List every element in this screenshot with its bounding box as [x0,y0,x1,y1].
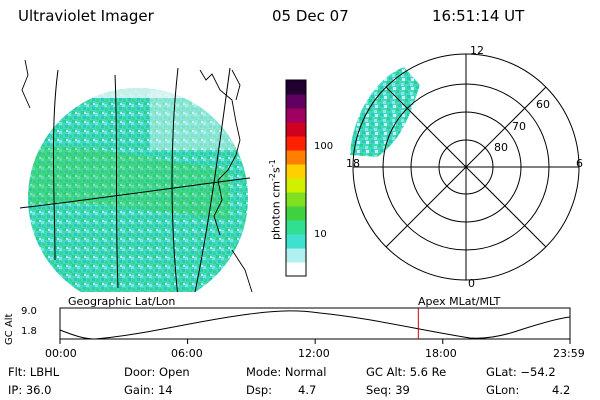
lat-lon-grid [19,67,251,292]
timeline-x-tick-2: 12:00 [298,347,330,360]
observation-date: 05 Dec 07 [272,7,349,25]
colorbar-segment [286,206,306,221]
timeline-left-title: Geographic Lat/Lon [68,295,176,308]
timeline-y-tick-high: 9.0 [21,306,37,317]
polar-label-midnight: 0 [468,277,475,290]
colorbar-label: photon cm-2s-1 [268,159,283,240]
timeline-x-tick-0: 00:00 [45,347,77,360]
geo-longitude-value: 4.2 [552,383,571,397]
timeline-y-tick-low: 1.8 [21,326,37,337]
gain-status: Gain: 14 [124,383,173,397]
colorbar-segment [286,164,306,179]
polar-mlat-mlt-plot [350,53,580,281]
dsp-label: Dsp: [246,383,273,397]
polar-label-dawn: 6 [576,157,583,170]
sequence-status: Seq: 39 [366,383,410,397]
auroral-emission-fill [28,88,248,292]
polar-lat-80: 80 [494,141,508,154]
altitude-curve [59,310,571,340]
coastline-outline [21,59,253,292]
mode-status: Mode: Normal [246,365,327,379]
colorbar-segment [286,178,306,193]
colorbar-segment [286,122,306,137]
timeline-x-tick-3: 18:00 [425,347,457,360]
colorbar-segment [286,108,306,123]
observation-time: 16:51:14 UT [432,7,525,25]
timeline-x-tick-4: 23:59 [553,347,585,360]
timeline-x-tick-1: 06:00 [171,347,203,360]
colorbar-segment [286,262,306,277]
gc-altitude-status: GC Alt: 5.6 Re [366,365,447,379]
colorbar-segment [286,136,306,151]
geo-longitude-label: GLon: [486,383,520,397]
polar-label-noon: 12 [470,44,484,57]
dsp-value: 4.7 [298,383,317,397]
colorbar-tick-10: 10 [314,229,327,240]
filter-status: Flt: LBHL [8,365,60,379]
colorbar-segment [286,94,306,109]
polar-emission-patch [350,67,420,157]
colorbar-tick-100: 100 [314,141,334,152]
colorbar-segment [286,192,306,207]
colorbar-segment [286,220,306,235]
geographic-image-panel [19,59,253,292]
door-status: Door: Open [124,365,190,379]
instrument-title: Ultraviolet Imager [18,7,154,25]
polar-lat-60: 60 [536,98,550,111]
polar-lat-70: 70 [512,120,526,133]
altitude-timeline [59,307,571,344]
colorbar-segment [286,234,306,249]
colorbar [285,79,307,277]
polar-label-dusk: 18 [346,157,360,170]
colorbar-segment [286,80,306,95]
colorbar-segment [286,248,306,263]
colorbar-segment [286,150,306,165]
geo-latitude-status: GLat: −54.2 [486,365,556,379]
timeline-right-title: Apex MLat/MLT [418,295,501,308]
ip-status: IP: 36.0 [8,383,52,397]
